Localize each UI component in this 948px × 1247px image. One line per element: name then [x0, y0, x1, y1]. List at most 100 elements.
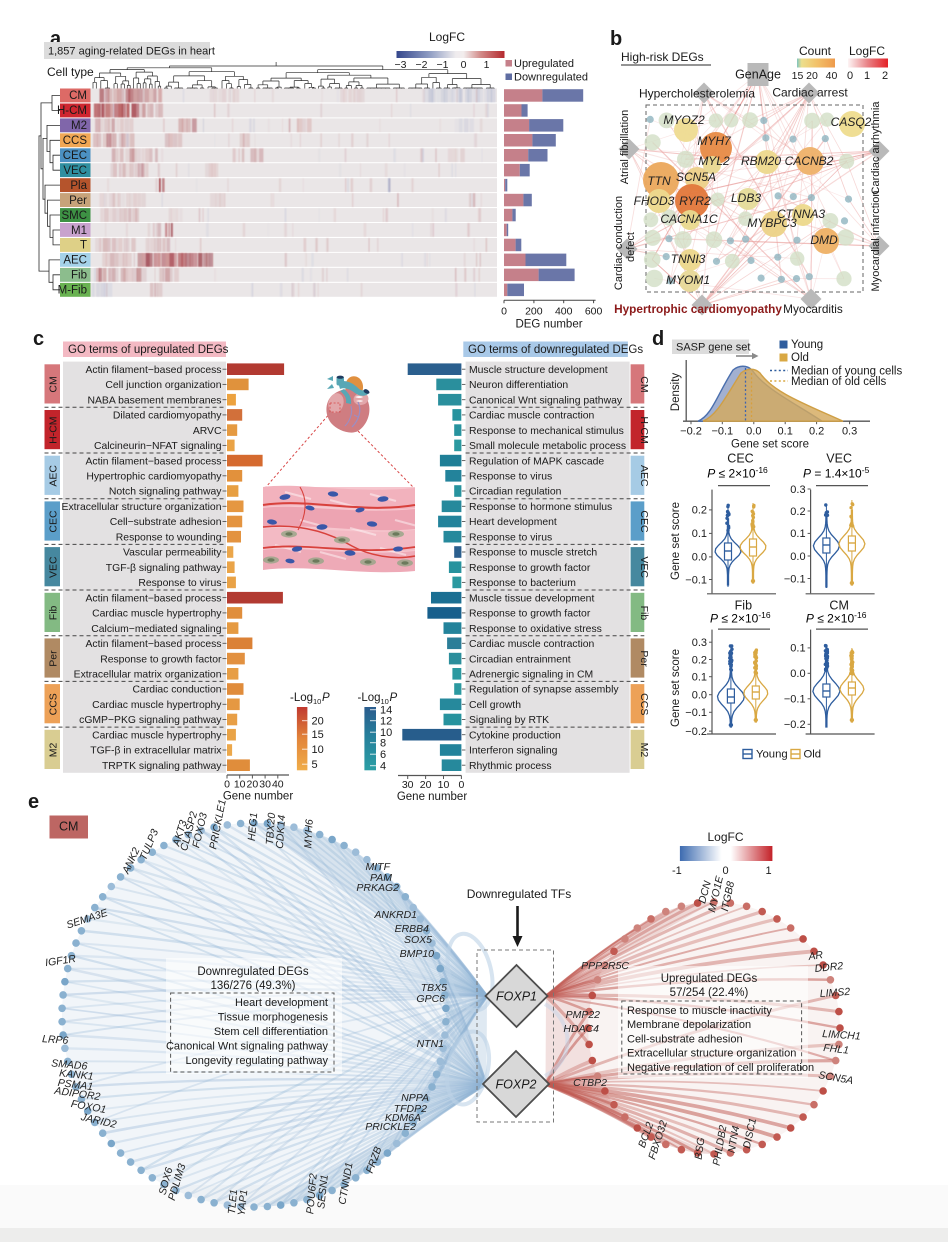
svg-text:e: e — [28, 791, 39, 813]
svg-text:Fib: Fib — [638, 606, 650, 621]
svg-text:TTN: TTN — [647, 174, 671, 188]
svg-text:−0.2: −0.2 — [784, 719, 806, 731]
svg-text:−0.1: −0.1 — [685, 574, 707, 586]
svg-text:0.1: 0.1 — [692, 528, 707, 540]
svg-text:2: 2 — [882, 70, 888, 82]
svg-text:Gene set score: Gene set score — [731, 439, 809, 451]
svg-text:0.3: 0.3 — [790, 484, 805, 496]
svg-text:P = 1.4×10-5: P = 1.4×10-5 — [803, 465, 870, 481]
svg-text:Extracellular structure organi: Extracellular structure organization — [627, 1048, 796, 1060]
svg-text:NTN1: NTN1 — [417, 1038, 444, 1050]
svg-text:Cardiac muscle contraction: Cardiac muscle contraction — [469, 639, 595, 650]
svg-text:1: 1 — [864, 70, 870, 82]
svg-text:−0.2: −0.2 — [680, 426, 702, 438]
svg-text:Response to wounding: Response to wounding — [116, 532, 222, 543]
svg-text:Canonical Wnt signaling pathwa: Canonical Wnt signaling pathway — [166, 1041, 329, 1053]
svg-text:−3: −3 — [395, 59, 407, 71]
svg-text:Response to growth factor: Response to growth factor — [100, 654, 222, 665]
svg-text:400: 400 — [555, 305, 573, 317]
svg-text:0.2: 0.2 — [790, 506, 805, 518]
svg-text:Atrial fibrillation: Atrial fibrillation — [619, 110, 631, 185]
svg-text:VEC: VEC — [47, 556, 59, 578]
svg-text:0.2: 0.2 — [692, 505, 707, 517]
svg-text:d: d — [652, 328, 664, 350]
svg-text:-1: -1 — [672, 865, 682, 877]
svg-text:Density: Density — [670, 373, 682, 412]
svg-text:Cell junction organization: Cell junction organization — [105, 380, 221, 391]
svg-text:Cardiac muscle hypertrophy: Cardiac muscle hypertrophy — [92, 700, 222, 711]
svg-text:Gene number: Gene number — [397, 791, 467, 803]
svg-text:TRPTK signaling pathway: TRPTK signaling pathway — [102, 761, 222, 772]
svg-text:GenAge: GenAge — [735, 68, 781, 82]
svg-text:−0.1: −0.1 — [784, 573, 806, 585]
svg-text:57/254 (22.4%): 57/254 (22.4%) — [670, 987, 749, 999]
svg-text:Cardiac arrest: Cardiac arrest — [772, 86, 848, 100]
svg-text:Count: Count — [799, 44, 832, 58]
svg-text:Response to virus: Response to virus — [138, 578, 221, 589]
svg-text:5: 5 — [312, 759, 318, 771]
svg-text:0.0: 0.0 — [790, 668, 805, 680]
svg-text:Canonical Wnt signaling pathwa: Canonical Wnt signaling pathway — [469, 395, 623, 406]
svg-text:Muscle structure development: Muscle structure development — [469, 365, 608, 376]
svg-text:0.0: 0.0 — [692, 690, 707, 702]
svg-text:20: 20 — [247, 779, 259, 791]
svg-text:Young: Young — [756, 749, 788, 761]
svg-text:TNNI3: TNNI3 — [671, 252, 706, 266]
svg-text:Response to muscle inactivity: Response to muscle inactivity — [627, 1005, 772, 1017]
svg-text:TGF-β signaling pathway: TGF-β signaling pathway — [106, 563, 223, 574]
svg-text:AEC: AEC — [63, 255, 87, 267]
svg-text:1,857 aging-related DEGs in he: 1,857 aging-related DEGs in heart — [48, 46, 215, 58]
svg-text:Cardiac muscle contraction: Cardiac muscle contraction — [469, 411, 595, 422]
svg-text:CCS: CCS — [63, 135, 88, 147]
svg-text:ARVC: ARVC — [193, 426, 222, 437]
svg-text:-Log: -Log — [358, 692, 381, 704]
svg-text:-Log: -Log — [290, 692, 313, 704]
svg-text:CASQ2: CASQ2 — [831, 115, 872, 129]
svg-text:VEC: VEC — [63, 165, 87, 177]
svg-text:Cell-substrate adhesion: Cell-substrate adhesion — [627, 1033, 743, 1045]
svg-text:0: 0 — [224, 779, 230, 791]
svg-text:SASP gene set: SASP gene set — [676, 342, 750, 354]
svg-text:0.2: 0.2 — [692, 654, 707, 666]
svg-text:RYR2: RYR2 — [679, 194, 711, 208]
svg-text:Notch signaling pathway: Notch signaling pathway — [109, 487, 222, 498]
svg-text:Negative regulation of cell pr: Negative regulation of cell proliferatio… — [627, 1062, 814, 1074]
svg-text:Actin filament−based process: Actin filament−based process — [85, 456, 221, 467]
svg-text:MYOM1: MYOM1 — [666, 273, 710, 287]
svg-text:CEC: CEC — [63, 150, 87, 162]
svg-text:Response to growth factor: Response to growth factor — [469, 563, 591, 574]
svg-text:M2: M2 — [47, 743, 59, 758]
svg-text:MYL2: MYL2 — [698, 154, 730, 168]
svg-text:Rhythmic process: Rhythmic process — [469, 761, 552, 772]
svg-text:AR: AR — [807, 949, 825, 963]
svg-text:Downregulated TFs: Downregulated TFs — [467, 887, 572, 901]
svg-text:FOXP2: FOXP2 — [496, 1078, 537, 1092]
svg-text:HDAC4: HDAC4 — [563, 1023, 599, 1035]
svg-text:Young: Young — [791, 339, 823, 351]
svg-text:SMC: SMC — [61, 210, 87, 222]
svg-text:600: 600 — [585, 305, 603, 317]
svg-text:Upregulated: Upregulated — [514, 58, 574, 70]
svg-text:−0.1: −0.1 — [711, 426, 733, 438]
svg-text:Regulation of MAPK cascade: Regulation of MAPK cascade — [469, 456, 604, 467]
svg-text:40: 40 — [272, 779, 284, 791]
svg-text:Actin filament−based process: Actin filament−based process — [85, 639, 221, 650]
svg-text:Cell−substrate adhesion: Cell−substrate adhesion — [110, 517, 222, 528]
svg-text:6: 6 — [380, 749, 386, 761]
svg-text:CTBP2: CTBP2 — [573, 1077, 607, 1089]
svg-text:Vascular permeability: Vascular permeability — [123, 548, 222, 559]
svg-text:SOX5: SOX5 — [404, 934, 432, 946]
svg-text:FOXP1: FOXP1 — [496, 990, 537, 1004]
svg-text:NABA basement membranes: NABA basement membranes — [88, 395, 222, 406]
svg-text:Gene number: Gene number — [223, 791, 293, 803]
svg-text:CM: CM — [638, 376, 650, 392]
svg-text:0.3: 0.3 — [842, 426, 857, 438]
svg-text:0.1: 0.1 — [778, 426, 793, 438]
svg-text:LogFC: LogFC — [707, 830, 743, 844]
svg-text:CM: CM — [69, 90, 87, 102]
svg-text:GO terms of downregulated DEGs: GO terms of downregulated DEGs — [468, 344, 643, 356]
svg-text:Cardiac muscle hypertrophy: Cardiac muscle hypertrophy — [92, 609, 222, 620]
svg-text:CCS: CCS — [47, 693, 59, 715]
svg-text:Membrane depolarization: Membrane depolarization — [627, 1019, 751, 1031]
svg-text:Response to muscle stretch: Response to muscle stretch — [469, 548, 597, 559]
